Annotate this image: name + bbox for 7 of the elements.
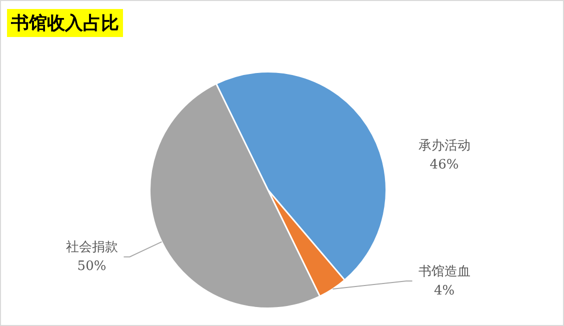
chart-title: 书馆收入占比 xyxy=(7,9,123,37)
data-label: 4% xyxy=(434,283,455,298)
slice-label: 社会捐款 xyxy=(66,240,118,256)
slice-label: 承办活动 xyxy=(418,138,470,154)
data-label: 50% xyxy=(77,259,106,274)
data-label: 46% xyxy=(430,158,459,173)
slice-label: 书馆造血 xyxy=(418,264,470,280)
